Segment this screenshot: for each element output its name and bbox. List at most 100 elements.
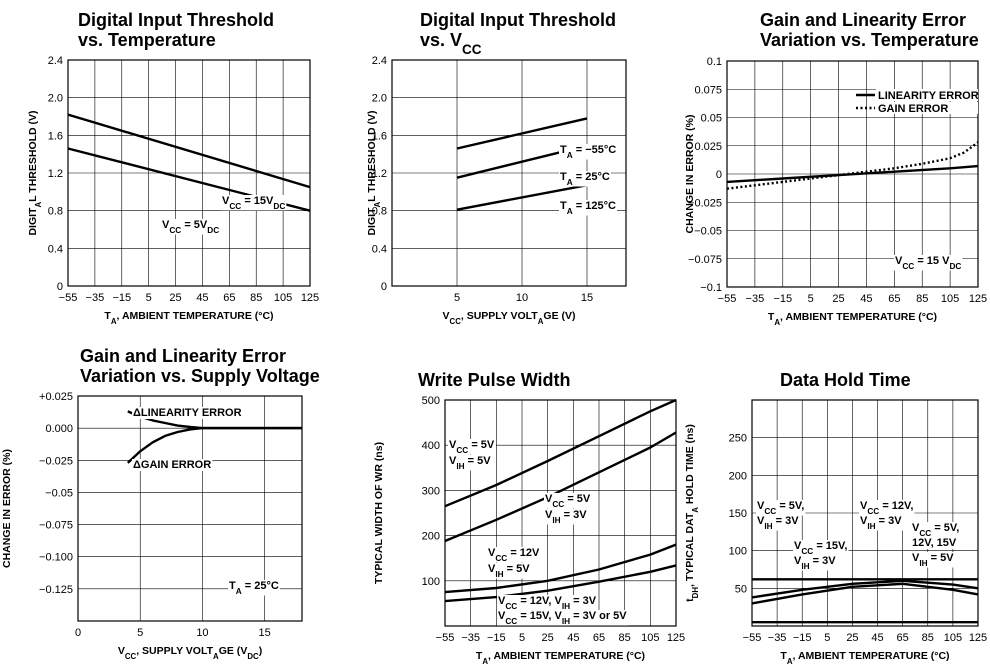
y-tick-label: 1.2	[372, 168, 387, 180]
chart-title: Data Hold Time	[780, 370, 911, 390]
x-tick-label: −35	[746, 293, 765, 305]
x-axis-label: VCC, SUPPLY VOLTAGE (V)	[443, 310, 576, 326]
plot-frame	[67, 59, 311, 287]
chart-5: Write Pulse Width −55 −35 −15 5 25 45 65 85 105 12…	[373, 370, 685, 665]
annotation-label: VCC = 15V,	[794, 540, 847, 556]
chart-title: vs. Temperature	[78, 30, 216, 50]
annotation-bg	[448, 455, 493, 471]
annotation-bg	[756, 515, 801, 531]
annotation-bg	[859, 515, 904, 531]
x-tick-label: 45	[567, 632, 579, 644]
annotation-label: VIH = 3V	[757, 515, 799, 531]
y-tick-label: 200	[422, 531, 440, 543]
series-line	[726, 141, 979, 190]
chart-6: Data Hold Time −55 −35 −15 5 25 45 65 85 105 125 50…	[684, 370, 987, 665]
legend-bg	[876, 89, 978, 101]
y-tick-label: −0.1	[700, 282, 722, 294]
annotation-label: VCC = 15 VDC	[895, 255, 961, 271]
x-tick-label: 15	[259, 627, 271, 639]
annotation-bg	[756, 500, 806, 516]
x-tick-label: 125	[969, 632, 987, 644]
x-tick-label: −15	[112, 292, 131, 304]
plot-frame	[391, 59, 627, 287]
x-tick-label: −15	[487, 632, 506, 644]
y-tick-label: 0.1	[707, 56, 722, 68]
y-tick-label: 0	[381, 281, 387, 293]
annotation-label: VCC = 12V	[488, 547, 540, 563]
annotation-label: VCC = 5VDC	[162, 219, 219, 235]
series-line	[751, 579, 979, 599]
y-tick-label: −0.075	[39, 520, 73, 532]
annotation-label: VCC = 5V	[545, 493, 591, 509]
x-tick-label: −35	[86, 292, 105, 304]
chart-title: Gain and Linearity Error	[760, 10, 966, 30]
x-tick-label: 10	[196, 627, 208, 639]
y-tick-label: −0.025	[39, 455, 73, 467]
x-tick-label: 10	[516, 292, 528, 304]
annotation-label: VCC = 12V,	[860, 500, 913, 516]
annotation-label: VIH = 3V	[545, 509, 587, 525]
x-tick-label: −15	[773, 293, 792, 305]
annotation-label: ΔLINEARITY ERROR	[133, 407, 242, 419]
annotation-bg	[859, 500, 915, 516]
y-tick-label: 0.075	[694, 84, 722, 96]
y-tick-label: 2.0	[372, 93, 387, 105]
plot-frame	[444, 399, 677, 627]
series-line	[456, 184, 588, 211]
y-tick-label: 0	[716, 169, 722, 181]
x-tick-label: 5	[137, 627, 143, 639]
y-axis-label: DIGITAL THRESHOLD (V)	[366, 110, 382, 235]
x-tick-label: −55	[743, 632, 762, 644]
annotation-label: VCC = 5V	[449, 439, 495, 455]
annotation-label: VCC = 12V, VIH = 3V	[498, 595, 597, 611]
x-tick-label: 65	[888, 293, 900, 305]
chart-title: Variation vs. Temperature	[760, 30, 979, 50]
x-tick-label: 65	[223, 292, 235, 304]
y-tick-label: 0.4	[48, 243, 63, 255]
series-line	[444, 543, 677, 594]
y-tick-label: 400	[422, 440, 440, 452]
x-tick-label: 5	[808, 293, 814, 305]
y-tick-label: 500	[422, 395, 440, 407]
x-tick-label: 25	[846, 632, 858, 644]
annotation-label: TA = 25°C	[560, 171, 610, 187]
x-tick-label: 65	[897, 632, 909, 644]
y-tick-label: 200	[729, 470, 747, 482]
x-axis-label: TA, AMBIENT TEMPERATURE (°C)	[476, 650, 645, 665]
y-axis-label: CHANGE IN ERROR (%)	[684, 114, 696, 233]
annotation-label: VCC = 5V,	[912, 522, 959, 538]
annotation-label: VCC = 15V, VIH = 3V or 5V	[498, 610, 627, 626]
y-axis-label: CHANGE IN ERROR (%)	[1, 449, 13, 568]
y-tick-label: 2.0	[48, 93, 63, 105]
x-tick-label: 5	[454, 292, 460, 304]
plot-frame	[77, 395, 303, 622]
y-tick-label: 0.8	[48, 206, 63, 218]
x-tick-label: −55	[718, 293, 737, 305]
x-axis-label: VCC, SUPPLY VOLTAGE (VDC)	[118, 645, 262, 661]
plot-frame	[726, 60, 979, 288]
annotation-bg	[559, 200, 617, 216]
annotation-bg	[497, 610, 629, 626]
series-line	[444, 398, 677, 508]
legend-label: GAIN ERROR	[878, 103, 948, 115]
chart-title: Variation vs. Supply Voltage	[80, 366, 320, 386]
x-tick-label: 25	[169, 292, 181, 304]
annotation-bg	[497, 595, 598, 611]
annotation-bg	[161, 219, 221, 235]
y-tick-label: 2.4	[48, 55, 63, 67]
y-tick-label: −0.125	[39, 584, 73, 596]
chart-title: Digital Input Threshold	[420, 10, 616, 30]
plot-frame	[751, 399, 979, 627]
y-tick-label: 1.6	[372, 130, 387, 142]
legend-bg	[876, 102, 978, 114]
annotation-bg	[793, 555, 838, 571]
x-tick-label: 105	[944, 632, 962, 644]
series-line	[126, 426, 302, 464]
x-tick-label: −35	[768, 632, 787, 644]
x-tick-label: 125	[969, 293, 987, 305]
annotation-label: VIH = 3V	[794, 555, 836, 571]
annotation-bg	[911, 537, 958, 549]
